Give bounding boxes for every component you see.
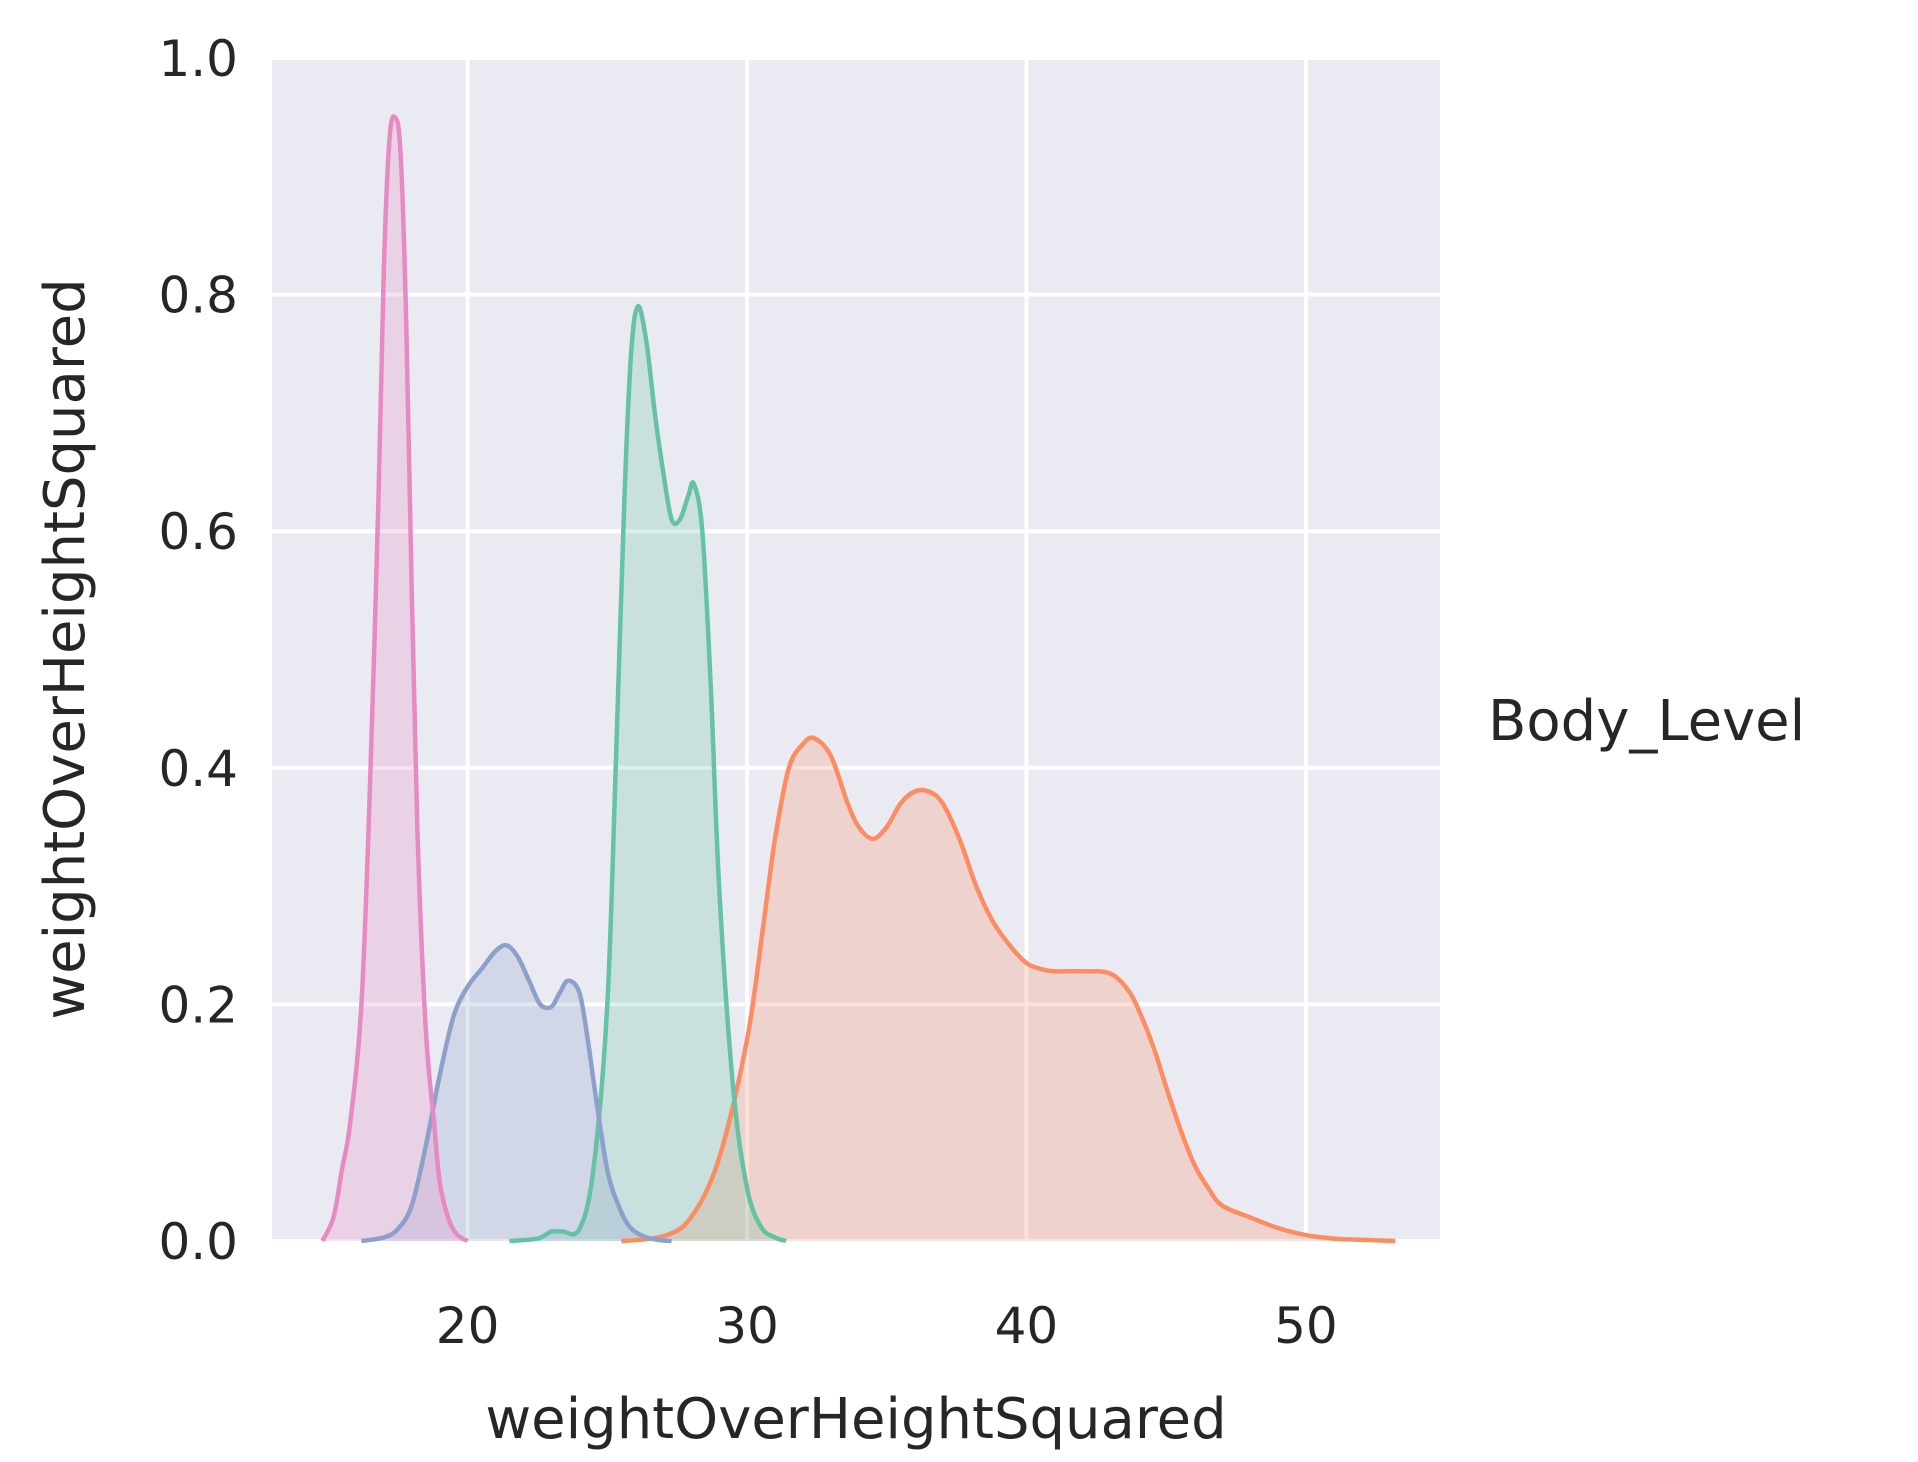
y-tick-label-3: 0.6 <box>158 503 238 561</box>
series-line-0 <box>621 735 1396 1244</box>
grid <box>272 56 1440 1243</box>
x-tick-label-2: 40 <box>995 1297 1059 1355</box>
y-tick-label-4: 0.8 <box>158 267 238 325</box>
series-area-3 <box>322 116 468 1242</box>
x-tick-label-0: 20 <box>436 1297 500 1355</box>
y-tick-label-1: 0.2 <box>158 976 238 1034</box>
series-lines <box>320 114 1396 1244</box>
y-axis-label: weightOverHeightSquared <box>33 278 98 1019</box>
x-tick-label-1: 30 <box>715 1297 779 1355</box>
series-line-2 <box>361 942 672 1244</box>
y-tick-label-5: 1.0 <box>158 30 238 88</box>
x-tick-label-3: 50 <box>1274 1297 1338 1355</box>
y-tick-labels: 0.0 0.2 0.4 0.6 0.8 1.0 <box>158 30 238 1271</box>
series-area-1 <box>509 306 787 1241</box>
y-tick-label-0: 0.0 <box>158 1213 238 1271</box>
x-axis-label: weightOverHeightSquared <box>485 1387 1226 1452</box>
legend-title: Body_Level <box>1488 689 1805 754</box>
series-area-0 <box>621 737 1396 1241</box>
series-line-3 <box>320 114 469 1243</box>
y-tick-label-2: 0.4 <box>158 740 238 798</box>
series-line-1 <box>509 304 787 1244</box>
x-tick-labels: 20 30 40 50 <box>436 1297 1338 1355</box>
